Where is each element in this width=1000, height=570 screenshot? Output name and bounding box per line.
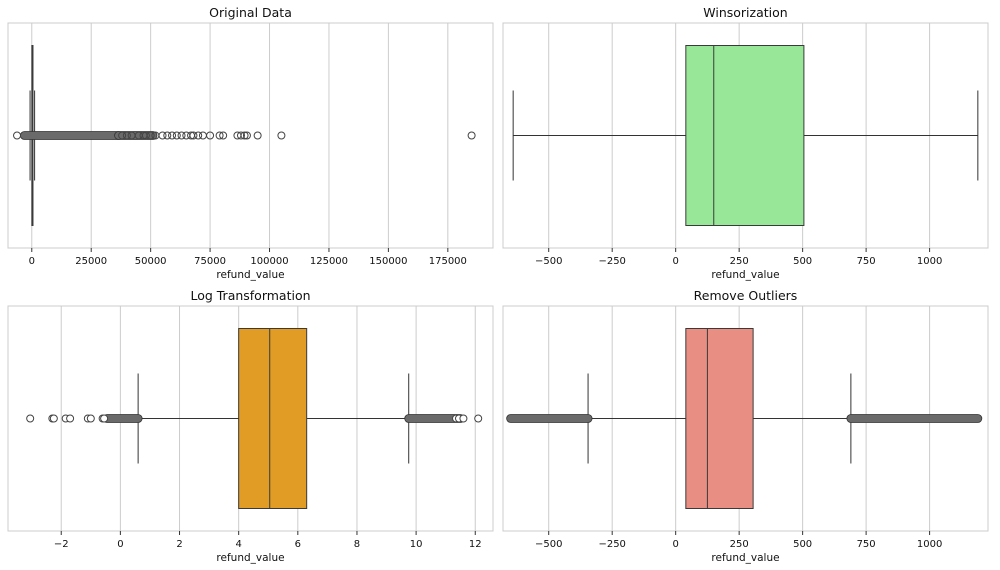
x-tick-label: 100000	[250, 256, 288, 267]
x-axis-label: refund_value	[216, 269, 284, 281]
x-tick-label: 0	[672, 256, 678, 267]
subplot-title: Original Data	[209, 5, 292, 20]
x-axis-label: refund_value	[711, 552, 779, 564]
outlier-point	[189, 131, 198, 140]
x-tick-label: 8	[354, 539, 360, 550]
x-axis-label: refund_value	[711, 269, 779, 281]
subplot-2: −500 −250 0 250 500 750 1000 refund_value Winsor…	[502, 5, 989, 281]
x-tick-label: 750	[857, 539, 876, 550]
outlier-point	[253, 131, 262, 140]
x-tick-label: 50000	[135, 256, 167, 267]
outlier-point	[194, 131, 203, 140]
plot-frame	[7, 22, 494, 249]
outlier-point	[277, 131, 286, 140]
plot-frame	[502, 305, 989, 532]
outlier-band	[506, 414, 593, 423]
outlier-point	[100, 414, 109, 423]
x-tick-label: 0	[672, 539, 678, 550]
plot-frame	[7, 305, 494, 532]
box-iqr	[685, 45, 805, 226]
x-tick-label: 2	[176, 539, 182, 550]
outlier-point	[206, 131, 215, 140]
x-tick-label: 4	[235, 539, 241, 550]
outlier-point	[13, 131, 22, 140]
subplot-3: −2 0 2 4 6 8 10 12 refund_value Log Transformatio…	[7, 288, 494, 564]
outlier-point	[66, 414, 75, 423]
outlier-band	[20, 131, 123, 140]
x-tick-label: 250	[730, 539, 749, 550]
outlier-point	[474, 414, 483, 423]
x-tick-label: 500	[793, 256, 812, 267]
outlier-point	[177, 131, 186, 140]
outlier-point	[118, 131, 127, 140]
box-iqr	[685, 328, 754, 509]
x-tick-label: 150000	[369, 256, 407, 267]
x-tick-label: 10	[410, 539, 423, 550]
x-tick-label: 125000	[310, 256, 348, 267]
x-tick-label: 500	[793, 539, 812, 550]
subplot-title: Winsorization	[703, 5, 787, 20]
x-tick-label: −500	[535, 256, 562, 267]
x-axis-label: refund_value	[216, 552, 284, 564]
outlier-point	[86, 414, 95, 423]
outlier-point	[26, 414, 35, 423]
x-tick-label: 0	[29, 256, 35, 267]
subplot-title: Remove Outliers	[694, 288, 798, 303]
x-tick-label: 1000	[917, 256, 942, 267]
x-tick-label: −2	[54, 539, 69, 550]
outlier-point	[122, 131, 131, 140]
x-tick-label: 25000	[75, 256, 107, 267]
outlier-point	[467, 131, 476, 140]
outlier-band	[846, 414, 983, 423]
x-tick-label: 175000	[429, 256, 467, 267]
subplot-1: 0 25000 50000 75000 100000 125000 150000 175000…	[7, 5, 494, 281]
outlier-point	[163, 131, 172, 140]
x-tick-label: 1000	[917, 539, 942, 550]
outlier-point	[219, 131, 228, 140]
outlier-point	[198, 131, 207, 140]
outlier-point	[168, 131, 177, 140]
outlier-point	[459, 414, 468, 423]
x-tick-label: 12	[469, 539, 482, 550]
x-tick-label: −250	[598, 539, 625, 550]
outlier-point	[49, 414, 58, 423]
x-tick-label: 75000	[194, 256, 226, 267]
outlier-point	[146, 131, 155, 140]
outlier-point	[215, 131, 224, 140]
x-tick-label: 0	[117, 539, 123, 550]
outlier-point	[172, 131, 181, 140]
x-tick-label: −500	[535, 539, 562, 550]
subplot-4: −500 −250 0 250 500 750 1000 refund_value Remove…	[502, 288, 989, 564]
outlier-point	[236, 131, 245, 140]
x-tick-label: 6	[295, 539, 301, 550]
subplot-title: Log Transformation	[190, 288, 310, 303]
x-tick-label: 250	[730, 256, 749, 267]
x-tick-label: −250	[598, 256, 625, 267]
box-iqr	[238, 328, 308, 509]
outlier-point	[141, 131, 150, 140]
outlier-point	[242, 131, 251, 140]
x-tick-label: 750	[857, 256, 876, 267]
outlier-point	[240, 131, 249, 140]
outlier-point	[158, 131, 167, 140]
outlier-band	[102, 414, 143, 423]
plot-frame	[502, 22, 989, 249]
